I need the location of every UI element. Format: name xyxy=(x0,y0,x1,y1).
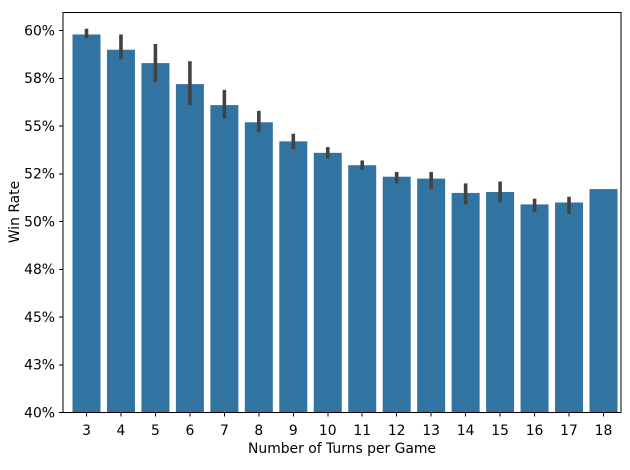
error-bar-17 xyxy=(567,196,571,214)
plot-border xyxy=(62,12,622,413)
y-tick-label: 52% xyxy=(24,167,55,183)
y-tick-label: 50% xyxy=(24,214,55,230)
error-bar-11 xyxy=(360,160,365,171)
bar-18 xyxy=(589,189,618,413)
error-bar-6 xyxy=(188,61,192,106)
error-bar-5 xyxy=(153,44,158,83)
x-tick-label: 8 xyxy=(254,423,263,439)
x-tick-label: 17 xyxy=(560,423,578,439)
bar-12 xyxy=(382,176,411,413)
bar-15 xyxy=(486,191,515,413)
error-bar-12 xyxy=(394,171,399,184)
x-tick-label: 4 xyxy=(117,423,126,439)
error-bar-13 xyxy=(429,171,433,190)
x-tick-label: 12 xyxy=(388,423,406,439)
x-tick-label: 18 xyxy=(595,423,613,439)
error-bar-4 xyxy=(119,34,123,60)
bar-11 xyxy=(348,165,377,413)
x-tick-label: 7 xyxy=(220,423,229,439)
bar-13 xyxy=(417,178,446,413)
bar-8 xyxy=(244,122,273,413)
bar-14 xyxy=(451,192,480,413)
x-tick-label: 11 xyxy=(353,423,371,439)
y-tick-label: 43% xyxy=(24,358,55,374)
error-bar-16 xyxy=(532,198,537,213)
x-tick-label: 15 xyxy=(491,423,509,439)
error-bar-9 xyxy=(291,133,296,150)
error-bar-3 xyxy=(84,28,89,39)
x-tick-label: 3 xyxy=(82,423,91,439)
error-bar-7 xyxy=(222,89,227,119)
bar-6 xyxy=(175,84,204,413)
y-tick-label: 45% xyxy=(24,310,55,326)
error-bar-8 xyxy=(257,110,261,132)
bar-10 xyxy=(313,152,342,413)
error-bar-14 xyxy=(463,183,468,205)
error-bar-10 xyxy=(325,147,330,159)
bar-5 xyxy=(141,63,170,413)
bar-17 xyxy=(555,202,584,413)
x-tick-label: 14 xyxy=(457,423,475,439)
x-tick-label: 16 xyxy=(526,423,544,439)
x-tick-label: 5 xyxy=(151,423,160,439)
y-tick-label: 48% xyxy=(24,262,55,278)
bar-16 xyxy=(520,204,549,413)
y-tick-label: 58% xyxy=(24,71,55,87)
y-tick-label: 60% xyxy=(24,23,55,39)
x-tick-label: 10 xyxy=(319,423,337,439)
error-bar-15 xyxy=(498,181,502,203)
bar-7 xyxy=(210,105,239,413)
bar-3 xyxy=(72,34,101,413)
x-tick-label: 13 xyxy=(422,423,440,439)
x-tick-label: 9 xyxy=(289,423,298,439)
x-tick-label: 6 xyxy=(185,423,194,439)
bar-9 xyxy=(279,141,308,413)
bar-4 xyxy=(106,49,135,413)
x-axis-title: Number of Turns per Game xyxy=(248,441,436,457)
y-axis-title: Win Rate xyxy=(7,180,23,244)
y-tick-label: 55% xyxy=(24,119,55,135)
y-tick-label: 40% xyxy=(24,405,55,421)
